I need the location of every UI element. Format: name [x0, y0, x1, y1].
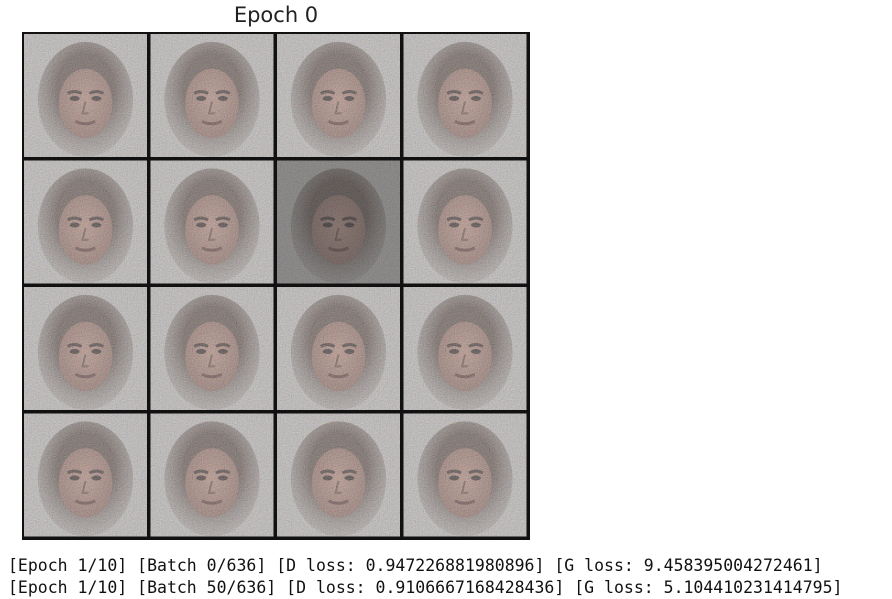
generated-image: [151, 287, 274, 410]
generated-image: [404, 34, 527, 157]
log-output: [Epoch 1/10] [Batch 0/636] [D loss: 0.94…: [8, 555, 842, 599]
generated-image: [151, 414, 274, 537]
generated-image: [24, 161, 147, 284]
generated-image: [24, 287, 147, 410]
generated-image: [24, 34, 147, 157]
log-line: [Epoch 1/10] [Batch 0/636] [D loss: 0.94…: [8, 556, 823, 575]
generated-image: [404, 414, 527, 537]
generated-image: [24, 414, 147, 537]
notebook-output: {"figure": {"title": "Epoch 0"}, "log": …: [8, 3, 843, 597]
figure: Epoch 0: [22, 3, 530, 540]
log-line: [Epoch 1/10] [Batch 50/636] [D loss: 0.9…: [8, 578, 843, 597]
generated-image: [277, 161, 400, 284]
generated-image: [277, 287, 400, 410]
generated-image: [277, 34, 400, 157]
generated-image: [404, 287, 527, 410]
generated-image: [151, 34, 274, 157]
figure-title: Epoch 0: [234, 3, 318, 27]
generated-image: [277, 414, 400, 537]
generated-image: [151, 161, 274, 284]
generated-image: [404, 161, 527, 284]
